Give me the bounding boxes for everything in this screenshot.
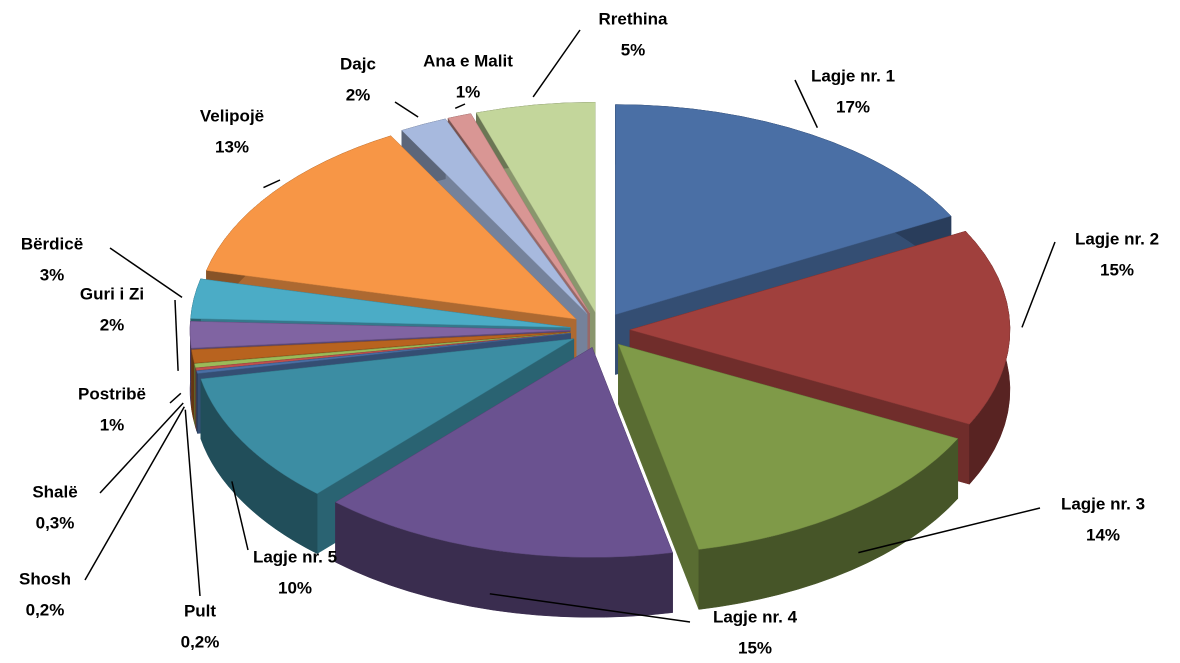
slice: [617, 343, 959, 550]
slice-label: Dajc: [340, 54, 376, 73]
slice: [194, 332, 571, 369]
leader-line: [174, 299, 179, 371]
slice-label: Lagje nr. 3: [1061, 494, 1145, 513]
leader-line: [184, 409, 201, 597]
slice-label: Lagje nr. 5: [253, 547, 337, 566]
slice: [206, 135, 577, 320]
leader-line: [394, 101, 419, 118]
slice-value-label: 17%: [836, 97, 870, 116]
slice-label: Shosh: [19, 569, 71, 588]
leader-line: [794, 79, 819, 129]
slice: [334, 347, 673, 558]
slice-label: Postribë: [78, 384, 146, 403]
leader-line: [454, 103, 466, 110]
leader-line: [489, 593, 691, 623]
slice-label: Lagje nr. 4: [713, 607, 798, 626]
slice-value-label: 15%: [1100, 260, 1134, 279]
slice-label: Velipojë: [200, 106, 264, 125]
leader-line: [231, 481, 249, 551]
slice-label: Pult: [184, 601, 216, 620]
slice: [401, 118, 588, 314]
slice: [189, 321, 571, 349]
leader-line: [1021, 241, 1056, 328]
slice-value-label: 2%: [100, 315, 125, 334]
slice-label: Bërdicë: [21, 234, 83, 253]
leader-line: [109, 247, 183, 299]
slice: [196, 333, 571, 374]
slice-value-label: 2%: [346, 85, 371, 104]
slice: [629, 230, 1011, 425]
slice: [190, 278, 571, 328]
slice-value-label: 1%: [100, 415, 125, 434]
slice: [447, 113, 590, 314]
slice-wall: [196, 370, 198, 434]
leader-line: [532, 29, 581, 98]
slice-value-label: 5%: [621, 40, 646, 59]
slice-value-label: 0,2%: [26, 600, 65, 619]
slice-value-label: 0,2%: [181, 632, 220, 651]
leader-line: [99, 402, 184, 494]
slice-value-label: 3%: [40, 265, 65, 284]
slice: [200, 338, 574, 494]
slice-value-label: 13%: [215, 137, 249, 156]
slice-value-label: 1%: [456, 82, 481, 101]
slice: [191, 331, 571, 364]
slice: [615, 104, 952, 315]
slice-label: Shalë: [32, 482, 77, 501]
leader-line: [858, 507, 1041, 554]
slice-label: Guri i Zi: [80, 284, 144, 303]
slice-label: Lagje nr. 1: [811, 66, 895, 85]
slice-value-label: 10%: [278, 578, 312, 597]
slice-label: Ana e Malit: [423, 51, 513, 70]
slice-value-label: 14%: [1086, 525, 1120, 544]
slice-value-label: 0,3%: [36, 513, 75, 532]
leader-line: [84, 406, 185, 581]
slice-value-label: 15%: [738, 638, 772, 657]
slice-label: Lagje nr. 2: [1075, 229, 1159, 248]
slice: [475, 101, 596, 314]
leader-line: [263, 179, 281, 189]
slice-label: Rrethina: [599, 9, 669, 28]
leader-line: [169, 392, 182, 404]
